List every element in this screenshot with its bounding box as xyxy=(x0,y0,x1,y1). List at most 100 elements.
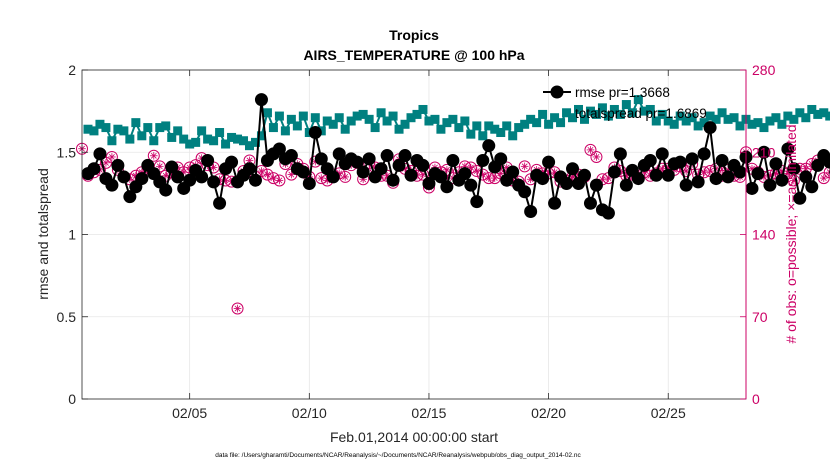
rmse-point xyxy=(446,153,460,167)
data-file-footer: data file: /Users/gharamti/Documents/NCA… xyxy=(215,452,581,459)
totalspread-point xyxy=(460,116,470,126)
rmse-point xyxy=(296,165,310,179)
rmse-point xyxy=(464,178,478,192)
totalspread-point xyxy=(239,136,249,146)
rmse-point xyxy=(643,153,657,167)
x-tick-label: 02/05 xyxy=(172,405,207,421)
x-tick-label: 02/10 xyxy=(292,405,327,421)
totalspread-point xyxy=(466,129,476,139)
obs-marker-cross xyxy=(276,177,283,184)
y-tick-right-label: 140 xyxy=(752,227,776,243)
rmse-point xyxy=(679,178,693,192)
y-tick-left-label: 1 xyxy=(68,227,76,243)
totalspread-point xyxy=(185,139,195,149)
rmse-point xyxy=(398,149,412,163)
totalspread-point xyxy=(789,114,799,124)
totalspread-point xyxy=(711,114,721,124)
y-tick-right-label: 0 xyxy=(752,391,760,407)
totalspread-point xyxy=(358,109,368,119)
obs-marker-cross xyxy=(707,168,714,174)
totalspread-point xyxy=(639,106,649,116)
totalspread-point xyxy=(292,121,302,131)
obs-marker-cross xyxy=(761,173,767,180)
totalspread-point xyxy=(244,141,254,151)
rmse-point xyxy=(769,157,783,171)
totalspread-point xyxy=(137,131,147,141)
obs-marker-circle xyxy=(231,302,244,315)
obs-point xyxy=(518,160,531,173)
rmse-point xyxy=(715,153,729,167)
totalspread-point xyxy=(113,124,123,134)
totalspread-point xyxy=(322,116,332,126)
series-layer xyxy=(76,93,830,315)
rmse-point xyxy=(781,142,795,156)
totalspread-point xyxy=(352,111,362,121)
y-tick-left-label: 2 xyxy=(68,62,76,78)
rmse-point xyxy=(655,147,669,161)
rmse-point xyxy=(458,167,472,181)
totalspread-point xyxy=(197,126,207,136)
totalspread-point xyxy=(597,103,607,113)
rmse-point xyxy=(673,155,687,169)
totalspread-point xyxy=(394,124,404,134)
totalspread-point xyxy=(574,104,584,114)
totalspread-point xyxy=(675,111,685,121)
totalspread-point xyxy=(693,121,703,131)
totalspread-point xyxy=(657,109,667,119)
totalspread-point xyxy=(430,114,440,124)
rmse-point xyxy=(195,170,209,184)
rmse-point xyxy=(254,93,268,107)
rmse-point xyxy=(619,178,633,192)
totalspread-point xyxy=(107,136,117,146)
totalspread-point xyxy=(801,113,811,123)
legend-rmse-marker xyxy=(550,85,564,99)
rmse-point xyxy=(183,173,197,187)
totalspread-point xyxy=(286,114,296,124)
chart-title: Tropics xyxy=(389,27,439,43)
totalspread-point xyxy=(478,131,488,141)
totalspread-point xyxy=(89,126,99,136)
obs-marker-cross xyxy=(473,168,480,174)
axis-ticks: 02/05 02/10 02/15 02/20 02/25 0 0.5 1 1.5 2 0 70 140… xyxy=(57,62,776,421)
rmse-point xyxy=(518,185,532,199)
y-axis-left-label: rmse and totalspread xyxy=(35,168,51,300)
rmse-point xyxy=(811,158,825,172)
totalspread-point xyxy=(562,108,572,118)
totalspread-point xyxy=(663,116,673,126)
totalspread-point xyxy=(167,132,177,142)
totalspread-point xyxy=(412,109,422,119)
obs-marker-cross xyxy=(264,171,271,178)
obs-marker-cross xyxy=(443,166,450,173)
x-tick-label: 02/15 xyxy=(411,405,446,421)
obs-marker-circle xyxy=(518,160,531,173)
obs-point xyxy=(261,168,274,181)
obs-point xyxy=(470,165,483,178)
rmse-point xyxy=(302,177,316,191)
rmse-point xyxy=(422,177,436,191)
rmse-point xyxy=(709,172,723,186)
totalspread-point xyxy=(532,118,542,128)
totalspread-point xyxy=(203,134,213,144)
totalspread-point xyxy=(526,114,536,124)
totalspread-point xyxy=(681,116,691,126)
totalspread-point xyxy=(627,108,637,118)
rmse-point xyxy=(440,180,454,194)
totalspread-point xyxy=(328,119,338,129)
obs-marker-circle xyxy=(590,150,603,163)
rmse-point xyxy=(332,147,346,161)
rmse-point xyxy=(757,145,771,159)
totalspread-point xyxy=(633,95,643,105)
obs-marker-cross xyxy=(593,154,600,160)
totalspread-point xyxy=(615,109,625,119)
totalspread-point xyxy=(442,118,452,128)
rmse-point xyxy=(476,153,490,167)
totalspread-point xyxy=(813,109,823,119)
rmse-point xyxy=(87,162,101,176)
obs-marker-circle xyxy=(584,143,597,156)
totalspread-point xyxy=(227,132,237,142)
totalspread-point xyxy=(717,108,727,118)
totalspread-point xyxy=(274,111,284,121)
rmse-point xyxy=(470,195,484,209)
totalspread-point xyxy=(585,106,595,116)
